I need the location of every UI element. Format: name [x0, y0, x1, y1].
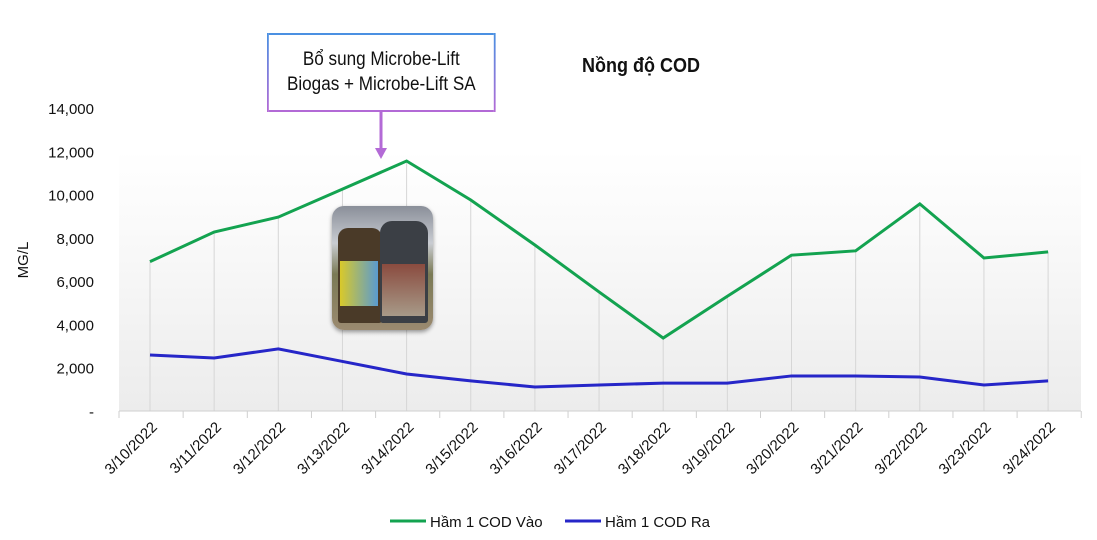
y-tick-label: 8,000 — [56, 231, 94, 248]
x-tick-label: 3/20/2022 — [743, 419, 802, 478]
x-tick-label: 3/13/2022 — [294, 419, 353, 478]
legend-label-2: Hầm 1 COD Ra — [605, 514, 711, 531]
annotation-callout: Bổ sung Microbe-Lift Biogas + Microbe-Li… — [267, 33, 496, 112]
y-tick-label: 6,000 — [56, 274, 94, 291]
annotation-arrowhead-icon — [375, 148, 387, 159]
annotation-line-2: Biogas + Microbe-Lift SA — [286, 74, 476, 95]
legend-label-1: Hầm 1 COD Vào — [430, 514, 543, 531]
x-tick-label: 3/10/2022 — [102, 419, 161, 478]
y-tick-label: 2,000 — [56, 361, 94, 378]
x-tick-label: 3/19/2022 — [679, 419, 738, 478]
x-tick-label: 3/24/2022 — [1000, 419, 1059, 478]
plot-background — [119, 150, 1081, 411]
x-tick-label: 3/16/2022 — [487, 419, 546, 478]
x-tick-label: 3/23/2022 — [936, 419, 995, 478]
x-tick-label: 3/22/2022 — [871, 419, 930, 478]
x-tick-label: 3/15/2022 — [422, 419, 481, 478]
y-tick-label: 10,000 — [48, 188, 94, 205]
x-tick-label: 3/17/2022 — [551, 419, 610, 478]
y-axis-label: MG/L — [15, 242, 32, 279]
x-tick-label: 3/21/2022 — [807, 419, 866, 478]
annotation-line-1: Bổ sung Microbe-Lift — [302, 49, 460, 70]
y-tick-label: - — [89, 404, 94, 421]
product-photo — [332, 206, 433, 330]
x-tick-label: 3/11/2022 — [167, 419, 225, 477]
x-tick-label: 3/14/2022 — [358, 419, 417, 478]
x-tick-label: 3/18/2022 — [615, 419, 674, 478]
y-tick-label: 14,000 — [48, 101, 94, 118]
chart-title: Nồng độ COD — [582, 55, 700, 77]
y-tick-label: 4,000 — [56, 317, 94, 334]
x-tick-label: 3/12/2022 — [230, 419, 289, 478]
y-tick-label: 12,000 — [48, 144, 94, 161]
